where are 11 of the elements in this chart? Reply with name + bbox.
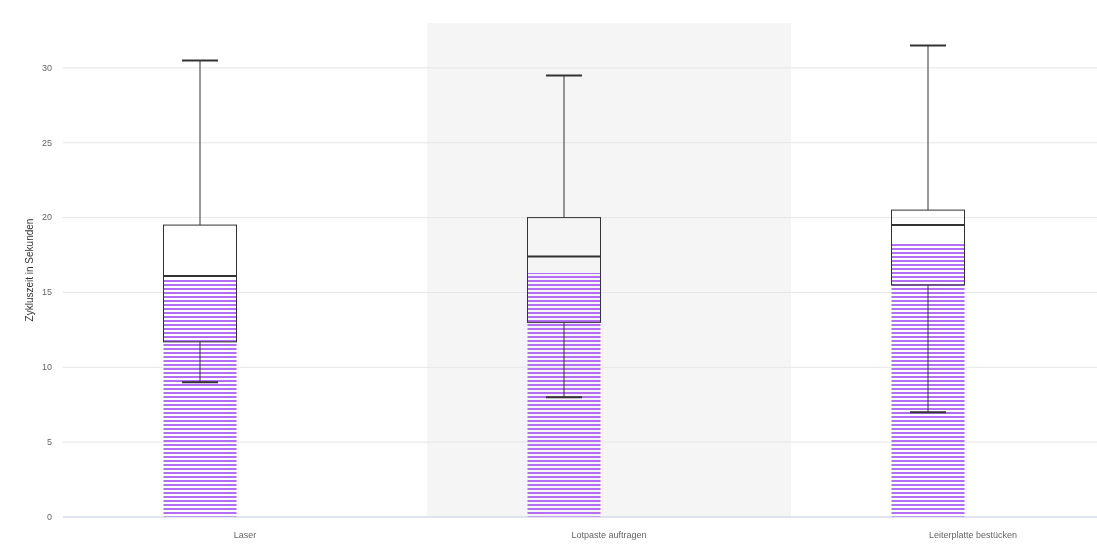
y-tick-label: 30 [41, 62, 52, 73]
x-tick-label: Lotpaste auftragen [571, 530, 647, 540]
y-tick-label: 10 [41, 362, 52, 373]
y-tick-label: 20 [41, 212, 52, 223]
x-tick-label: Leiterplatte bestücken [928, 530, 1018, 540]
y-tick-label: 15 [41, 287, 52, 298]
y-tick-label: 5 [46, 437, 52, 448]
y-tick-label: 25 [41, 137, 52, 148]
x-tick-label: Laser [233, 530, 257, 540]
y-tick-label: 0 [46, 511, 52, 522]
y-axis-title: Zykluszeit in Sekunden [24, 218, 35, 322]
